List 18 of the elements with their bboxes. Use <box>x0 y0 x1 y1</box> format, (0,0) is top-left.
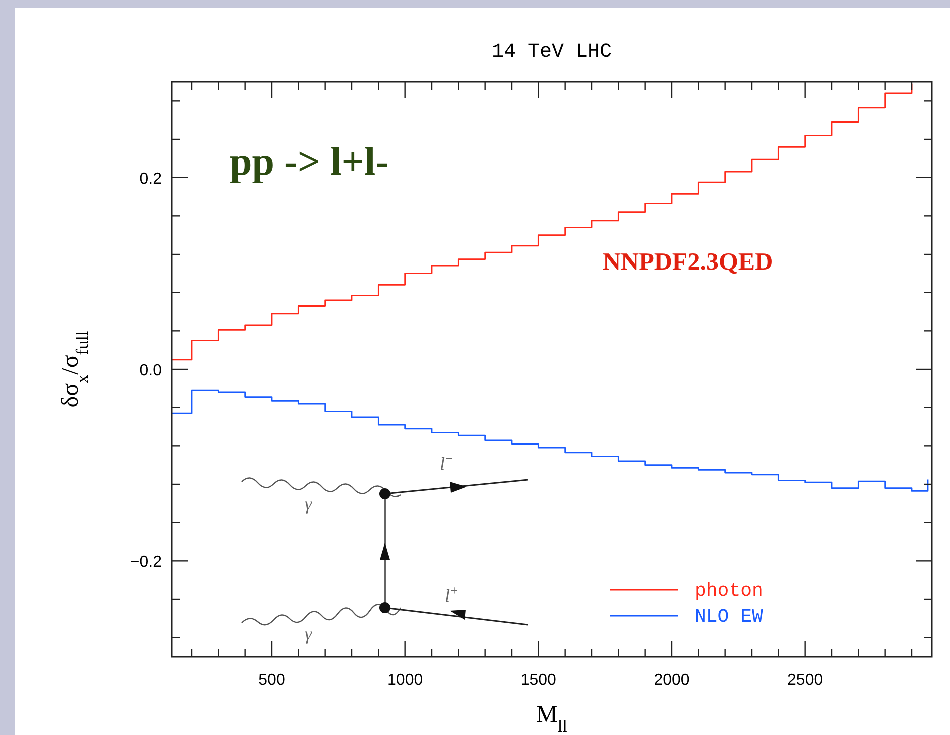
x-tick-label: 1500 <box>520 672 557 689</box>
legend-label: photon <box>695 580 764 602</box>
x-axis-title: M$_{ll}$ <box>536 702 568 735</box>
x-tick-label: 500 <box>258 672 286 689</box>
annotation: l$^{+}$ <box>445 582 459 606</box>
annotation: γ <box>305 494 313 514</box>
x-tick-label: 1000 <box>388 672 424 689</box>
annotation: γ <box>305 624 313 644</box>
chart-title: 14 TeV LHC <box>492 41 612 64</box>
y-tick-label: −0.2 <box>130 554 162 572</box>
y-tick-label: 0.2 <box>140 170 162 188</box>
annotation: pp -> l+l- <box>230 139 389 184</box>
legend-label: NLO EW <box>695 606 764 628</box>
annotation: NNPDF2.3QED <box>603 249 774 276</box>
x-tick-label: 2000 <box>654 672 690 689</box>
annotation: l$^{−}$ <box>440 450 454 474</box>
y-tick-label: 0.0 <box>140 362 162 380</box>
x-tick-label: 2500 <box>788 672 824 689</box>
